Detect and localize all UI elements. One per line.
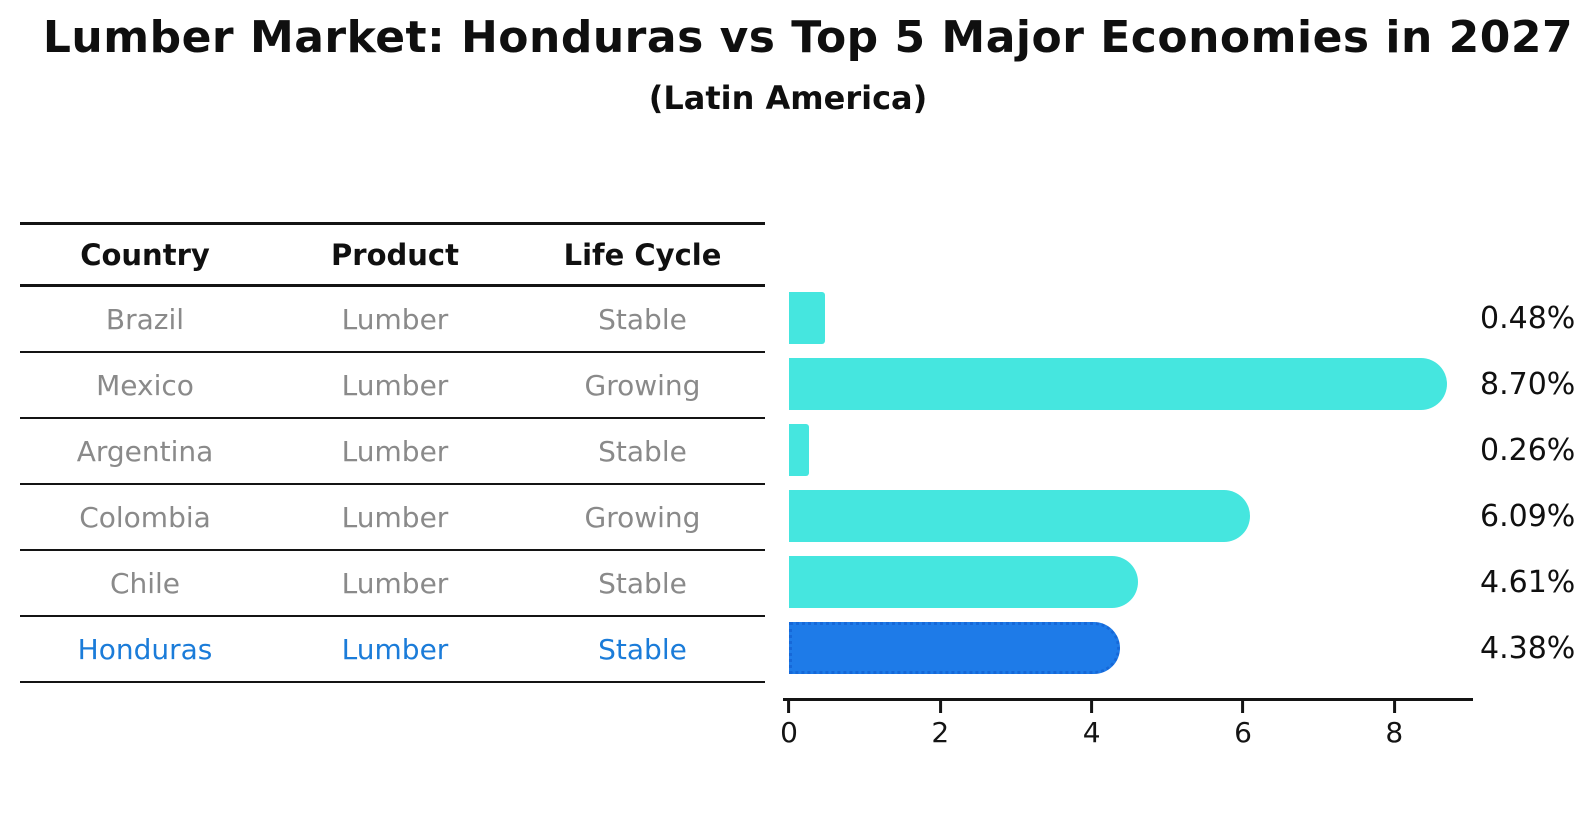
bar-plot-area bbox=[789, 285, 1470, 681]
col-header-product: Product bbox=[331, 237, 459, 272]
bar-argentina bbox=[789, 424, 809, 476]
value-label-brazil: 0.48% bbox=[1480, 300, 1576, 336]
tick-label: 2 bbox=[931, 716, 950, 749]
value-label-colombia: 6.09% bbox=[1480, 498, 1576, 534]
bar-track bbox=[789, 285, 1470, 351]
tick-label: 0 bbox=[780, 716, 798, 749]
x-axis-ticks: 0 2 4 6 8 bbox=[780, 701, 1470, 749]
x-tick: 2 bbox=[931, 701, 949, 749]
x-tick: 0 bbox=[780, 701, 798, 749]
table-row-argentina: Argentina Lumber Stable bbox=[20, 419, 765, 485]
bar-chile bbox=[789, 556, 1138, 608]
value-label-argentina: 0.26% bbox=[1480, 432, 1576, 468]
bar-brazil bbox=[789, 292, 826, 344]
cell-product: Lumber bbox=[341, 302, 449, 336]
x-tick: 6 bbox=[1234, 701, 1252, 749]
x-tick: 4 bbox=[1083, 701, 1101, 749]
cell-lifecycle: Growing bbox=[584, 500, 701, 534]
value-label-mexico: 8.70% bbox=[1480, 366, 1576, 402]
value-label-column: 0.48% 8.70% 0.26% 6.09% 4.61% 4.38% bbox=[1480, 285, 1586, 681]
table-row-colombia: Colombia Lumber Growing bbox=[20, 485, 765, 551]
bar-colombia bbox=[789, 490, 1250, 542]
x-axis-line bbox=[783, 698, 1473, 701]
cell-product: Lumber bbox=[341, 434, 449, 468]
cell-product: Lumber bbox=[341, 368, 449, 402]
bar-track bbox=[789, 483, 1470, 549]
tick-mark bbox=[1392, 701, 1396, 713]
value-label-honduras: 4.38% bbox=[1480, 630, 1576, 666]
bar-track bbox=[789, 549, 1470, 615]
cell-lifecycle: Growing bbox=[584, 368, 701, 402]
cell-product: Lumber bbox=[341, 566, 449, 600]
cell-product: Lumber bbox=[341, 632, 449, 666]
tick-label: 6 bbox=[1234, 716, 1252, 749]
table-header-row: Country Product Life Cycle bbox=[20, 222, 765, 287]
cell-country: Chile bbox=[109, 566, 181, 600]
table-row-chile: Chile Lumber Stable bbox=[20, 551, 765, 617]
chart-subtitle: (Latin America) bbox=[648, 79, 928, 117]
cell-country: Brazil bbox=[105, 302, 185, 336]
cell-lifecycle: Stable bbox=[598, 302, 687, 336]
bar-honduras bbox=[789, 622, 1121, 674]
tick-mark bbox=[1090, 701, 1094, 713]
cell-country: Colombia bbox=[79, 500, 211, 534]
tick-label: 4 bbox=[1082, 716, 1101, 749]
bar-track bbox=[789, 351, 1470, 417]
bar-mexico bbox=[789, 358, 1448, 410]
table-row-honduras: Honduras Lumber Stable bbox=[20, 617, 765, 683]
country-table: Country Product Life Cycle Brazil Lumber… bbox=[20, 222, 765, 683]
cell-lifecycle: Stable bbox=[598, 632, 687, 666]
col-header-country: Country bbox=[80, 237, 210, 272]
bar-track bbox=[789, 615, 1470, 681]
cell-country: Argentina bbox=[76, 434, 214, 468]
cell-country: Mexico bbox=[96, 368, 194, 402]
table-row-mexico: Mexico Lumber Growing bbox=[20, 353, 765, 419]
cell-product: Lumber bbox=[341, 500, 449, 534]
tick-mark bbox=[787, 701, 791, 713]
tick-mark bbox=[938, 701, 942, 713]
value-label-chile: 4.61% bbox=[1480, 564, 1576, 600]
cell-lifecycle: Stable bbox=[598, 566, 687, 600]
tick-label: 8 bbox=[1385, 716, 1404, 749]
col-header-lifecycle: Life Cycle bbox=[563, 237, 722, 272]
x-tick: 8 bbox=[1385, 701, 1403, 749]
chart-title: Lumber Market: Honduras vs Top 5 Major E… bbox=[42, 12, 1574, 63]
bar-track bbox=[789, 417, 1470, 483]
cell-country: Honduras bbox=[77, 632, 213, 666]
cell-lifecycle: Stable bbox=[598, 434, 687, 468]
table-row-brazil: Brazil Lumber Stable bbox=[20, 287, 765, 353]
tick-mark bbox=[1241, 701, 1245, 713]
